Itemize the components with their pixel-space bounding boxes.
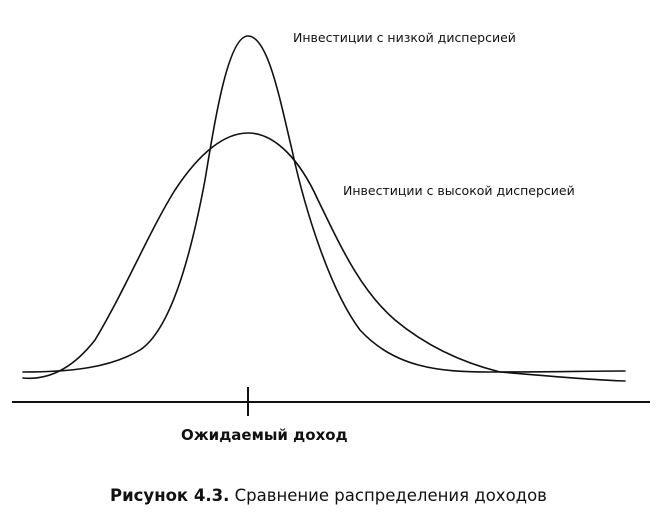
high-variance-label: Инвестиции с высокой дисперсией	[343, 183, 575, 198]
figure-caption-text: Сравнение распределения доходов	[229, 486, 547, 505]
figure-caption: Рисунок 4.3. Сравнение распределения дох…	[110, 486, 547, 505]
high-variance-curve	[22, 132, 626, 382]
low-variance-label: Инвестиции с низкой дисперсией	[293, 30, 516, 45]
expected-return-label: Ожидаемый доход	[181, 426, 348, 444]
figure-caption-number: Рисунок 4.3.	[110, 486, 230, 505]
low-variance-curve	[22, 35, 626, 373]
